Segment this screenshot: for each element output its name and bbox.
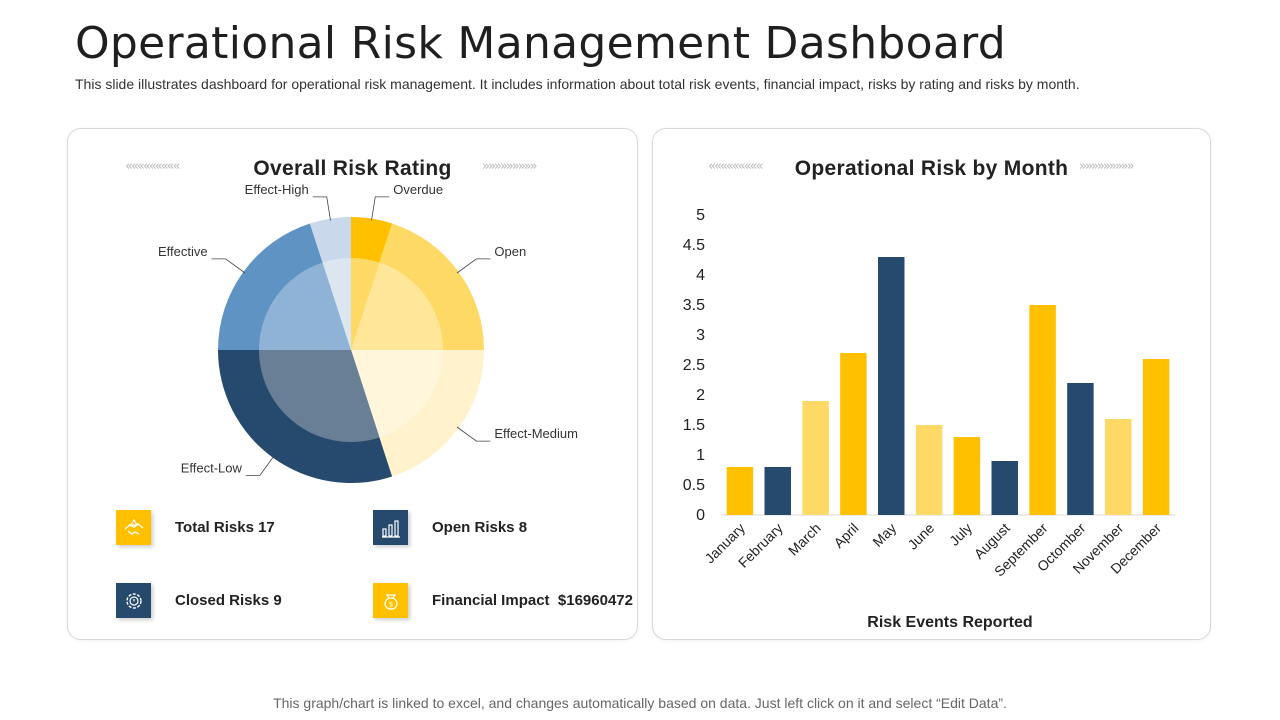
stat-closed-risks: Closed Risks 9 (116, 583, 282, 618)
bar-february (764, 467, 791, 515)
bar-august (991, 461, 1018, 515)
bar-april (840, 353, 867, 515)
x-tick-label-july: July (946, 520, 975, 549)
stat-total-risks: Total Risks 17 (116, 510, 275, 545)
x-tick-label-april: April (830, 520, 861, 551)
y-tick-label: 3.5 (683, 297, 705, 314)
svg-text:$: $ (388, 600, 392, 608)
financial-impact-value: $16960472 (557, 592, 633, 609)
stat-financial-impact-label: Financial Impact $16960472 (432, 592, 633, 609)
pie-slice-inner-open (351, 262, 443, 350)
bar-september (1029, 305, 1056, 515)
page-title: Operational Risk Management Dashboard (75, 18, 1006, 69)
bar-july (953, 437, 981, 515)
y-tick-label: 2 (696, 387, 705, 404)
pie-slice-inner-effect-high (322, 258, 351, 350)
stat-open-risks: Open Risks 8 (373, 510, 527, 545)
pie-leader-line-effect-low (245, 455, 275, 476)
pie-leader-line-effective (211, 258, 246, 274)
money-bag-icon: $ (373, 583, 408, 618)
operational-risk-by-month-title: Operational Risk by Month (794, 157, 1069, 180)
y-tick-label: 0.5 (683, 477, 705, 494)
pie-label-effective: Effective (158, 244, 208, 259)
y-tick-label: 0 (696, 507, 705, 524)
y-tick-label: 1.5 (683, 417, 705, 434)
pie-slice-inner-effective (259, 262, 351, 350)
y-tick-label: 4 (696, 267, 705, 284)
operational-risk-by-month-card: ««««««««« Operational Risk by Month »»»»… (652, 128, 1211, 640)
stat-closed-risks-label: Closed Risks 9 (175, 592, 282, 609)
pie-leader-line-overdue (371, 196, 390, 221)
footer-note: This graph/chart is linked to excel, and… (273, 695, 1007, 711)
pie-slice-inner-overdue (351, 258, 380, 350)
y-tick-label: 3 (696, 327, 705, 344)
bar-december (1142, 359, 1170, 515)
page-subtitle: This slide illustrates dashboard for ope… (75, 76, 1080, 92)
stat-financial-impact: $ Financial Impact $16960472 (373, 583, 633, 618)
x-tick-label-may: May (869, 520, 899, 550)
bar-may (878, 257, 905, 515)
x-tick-label-june: June (904, 520, 937, 553)
pie-leader-line-effect-high (312, 196, 331, 221)
financial-impact-label: Financial Impact (432, 592, 550, 609)
pie-slice-inner-effect-low (259, 350, 380, 442)
pie-label-effect-low: Effect-Low (181, 460, 243, 475)
pie-leader-line-open (456, 258, 491, 274)
overall-risk-rating-title: Overall Risk Rating (253, 157, 452, 180)
bar-octomber (1067, 383, 1094, 515)
pie-label-overdue: Overdue (393, 182, 443, 197)
pie-label-effect-medium: Effect-Medium (494, 426, 578, 441)
pie-slice-inner-effect-medium (351, 350, 443, 438)
bar-november (1105, 419, 1132, 515)
y-tick-label: 2.5 (683, 357, 705, 374)
x-axis-title: Risk Events Reported (867, 614, 1032, 631)
bar-january (726, 467, 754, 515)
stat-total-risks-label: Total Risks 17 (175, 519, 275, 536)
handshake-risk-icon (116, 510, 151, 545)
x-tick-label-march: March (785, 520, 824, 559)
chevrons-left-decoration: ««««««««« (708, 159, 764, 174)
risk-rating-pie-chart: Overdue Open Effect-Medium Effect-Low Effect… (158, 182, 578, 483)
overall-risk-rating-card: ««««««««« Overall Risk Rating »»»»»»»»» … (67, 128, 638, 640)
y-tick-label: 4.5 (683, 237, 705, 254)
gear-warning-icon (116, 583, 151, 618)
chevrons-right-decoration: »»»»»»»»» (1079, 159, 1135, 174)
y-tick-label: 5 (696, 207, 705, 224)
pie-label-effect-high: Effect-High (245, 182, 309, 197)
chevrons-left-decoration: ««««««««« (125, 159, 181, 174)
y-tick-label: 1 (696, 447, 705, 464)
pie-leader-line-effect-medium (456, 426, 491, 442)
pie-label-open: Open (494, 244, 526, 259)
chevrons-right-decoration: »»»»»»»»» (482, 159, 538, 174)
stat-open-risks-label: Open Risks 8 (432, 519, 528, 536)
growth-chart-icon (373, 510, 408, 545)
bar-june (915, 425, 943, 515)
bar-march (802, 401, 829, 515)
